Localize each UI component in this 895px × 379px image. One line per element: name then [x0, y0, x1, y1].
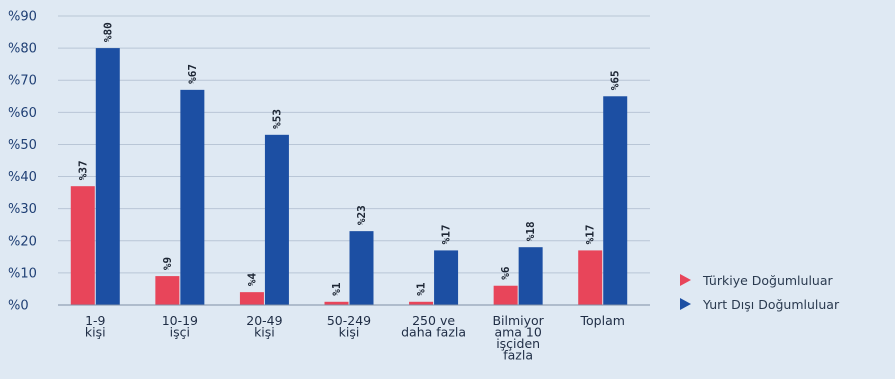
bar-group: %1 %17 [409, 225, 459, 305]
data-label-turkiye: %1 [415, 282, 428, 296]
gridlines [58, 15, 650, 274]
data-label-turkiye: %9 [161, 257, 174, 270]
bar-yurt-disi [95, 48, 120, 305]
y-tick-label: %40 [8, 170, 37, 185]
bar-turkiye [324, 301, 349, 305]
data-label-turkiye: %1 [330, 282, 343, 296]
x-category-label: 10-19 işçi [162, 313, 198, 340]
y-tick-label: %80 [8, 42, 37, 57]
x-axis-category-labels: 1-9 kişi 10-19 işçi 20-49 kişi 50-249 kişi 250 v… [85, 313, 625, 363]
bar-turkiye [409, 301, 434, 305]
bar-yurt-disi [264, 134, 289, 305]
bar-yurt-disi [180, 89, 205, 305]
y-axis-tick-labels: %0 %10 %20 %30 %40 %50 %60 %70 %80 %90 [8, 10, 37, 314]
data-label-turkiye: %6 [499, 266, 512, 280]
x-category-label: Toplam [580, 313, 625, 328]
data-label-turkiye: %17 [584, 225, 597, 245]
bar-group: %4 %53 [239, 109, 289, 305]
data-label-turkiye: %4 [245, 273, 258, 287]
legend-turkiye-label: Türkiye Doğumluluar [703, 272, 833, 288]
data-label-yurt-disi: %53 [270, 109, 283, 129]
bar-turkiye [578, 250, 603, 305]
legend-item-turkiye: Türkiye Doğumluluar [680, 268, 839, 292]
bar-group: %1 %23 [324, 205, 374, 305]
x-category-label: 20-49 kişi [246, 313, 282, 340]
y-tick-label: %10 [8, 266, 37, 281]
bar-group: %37 %80 [70, 22, 120, 305]
x-category-label: 1-9 kişi [85, 313, 106, 340]
x-category-label: 50-249 kişi [327, 313, 371, 340]
y-tick-label: %30 [8, 202, 37, 217]
bar-turkiye [155, 276, 180, 305]
legend-yurt-disi-label: Yurt Dışı Doğumluluar [703, 296, 840, 312]
bar-yurt-disi [518, 247, 543, 305]
y-tick-label: %50 [8, 138, 37, 153]
legend-item-yurt-disi: Yurt Dışı Doğumluluar [680, 292, 839, 316]
data-label-yurt-disi: %18 [524, 221, 537, 241]
bar-turkiye [239, 292, 264, 305]
legend: Türkiye Doğumluluar Yurt Dışı Doğumlulua… [680, 268, 839, 316]
y-tick-label: %70 [8, 74, 37, 89]
y-tick-label: %90 [8, 10, 37, 25]
legend-turkiye-marker-icon [680, 274, 691, 286]
bar-group: %9 %67 [155, 64, 205, 305]
bar-turkiye [493, 285, 518, 305]
data-label-turkiye: %37 [76, 160, 89, 180]
bar-turkiye [70, 186, 95, 305]
bar-group: %17 %65 [578, 70, 628, 306]
data-label-yurt-disi: %65 [609, 70, 622, 90]
x-category-label: Bilmiyor ama 10 işçiden fazla [492, 313, 544, 363]
y-tick-label: %0 [8, 299, 29, 314]
bar-yurt-disi [603, 96, 628, 306]
bar-groups: %37 %80 %9 %67 %4 %53 %1 %23 %1 %17 %6 %18 %17 %65 [70, 22, 628, 306]
data-label-yurt-disi: %23 [355, 205, 368, 225]
y-tick-label: %60 [8, 106, 37, 121]
bar-yurt-disi [434, 250, 459, 305]
bar-yurt-disi [349, 231, 374, 305]
y-tick-label: %20 [8, 234, 37, 249]
data-label-yurt-disi: %17 [440, 225, 453, 245]
data-label-yurt-disi: %80 [101, 22, 114, 42]
legend-yurt-disi-marker-icon [680, 298, 691, 310]
data-label-yurt-disi: %67 [186, 64, 199, 84]
bar-group: %6 %18 [493, 221, 543, 305]
x-category-label: 250 ve daha fazla [401, 313, 466, 340]
